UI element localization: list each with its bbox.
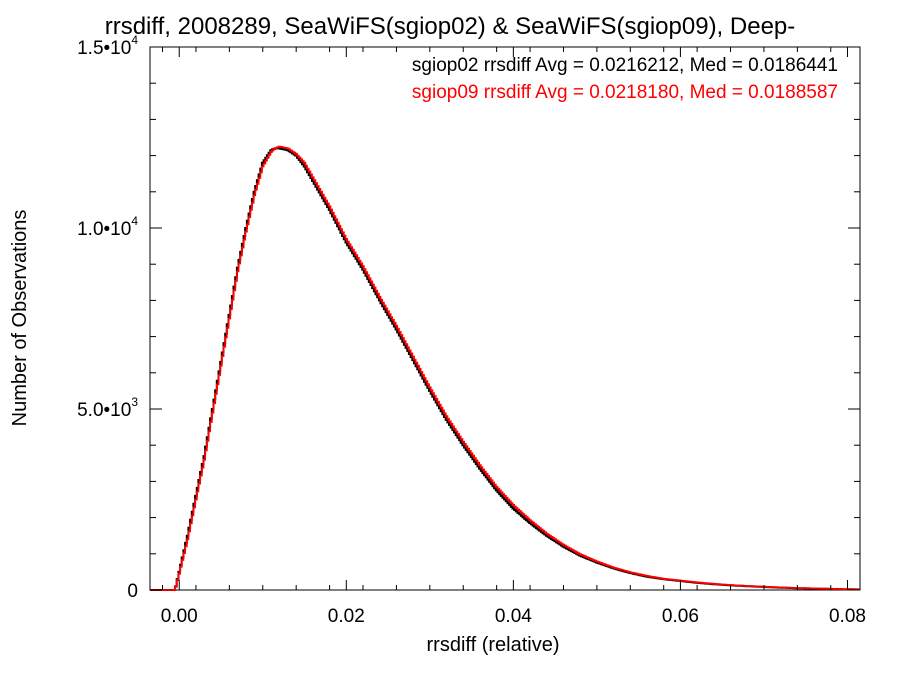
x-tick-label: 0.06 <box>662 606 699 627</box>
legend: sgiop02 rrsdiff Avg = 0.0216212, Med = 0… <box>412 55 838 103</box>
x-tick-label: 0.04 <box>495 606 532 627</box>
series-line-2 <box>150 145 860 591</box>
chart-title: rrsdiff, 2008289, SeaWiFS(sgiop02) & Sea… <box>105 13 796 40</box>
y-tick-label: 0 <box>127 581 138 602</box>
x-tick-label: 0.00 <box>161 606 198 627</box>
legend-entry-1: sgiop02 rrsdiff Avg = 0.0216212, Med = 0… <box>412 55 838 76</box>
x-axis-label: rrsdiff (relative) <box>427 634 560 656</box>
legend-entry-2: sgiop09 rrsdiff Avg = 0.0218180, Med = 0… <box>412 82 838 103</box>
x-tick-label: 0.08 <box>829 606 866 627</box>
ticks-layer: 0.00 0.02 0.04 0.06 0.08 0 5.0•103 1.0•104 1.5•1… <box>77 33 866 627</box>
x-tick-label: 0.02 <box>328 606 365 627</box>
y-tick-exponent: 4 <box>131 214 138 228</box>
series-layer <box>150 145 860 591</box>
y-tick-label: 1.5•104 <box>77 33 138 59</box>
y-tick-exponent: 4 <box>131 33 138 47</box>
y-tick-label: 1.0•104 <box>77 214 138 240</box>
series-line-1 <box>150 147 860 591</box>
y-axis-label: Number of Observations <box>9 210 31 427</box>
y-tick-label: 5.0•103 <box>77 395 138 421</box>
y-tick-exponent: 3 <box>131 395 138 409</box>
plot-frame <box>149 46 861 591</box>
